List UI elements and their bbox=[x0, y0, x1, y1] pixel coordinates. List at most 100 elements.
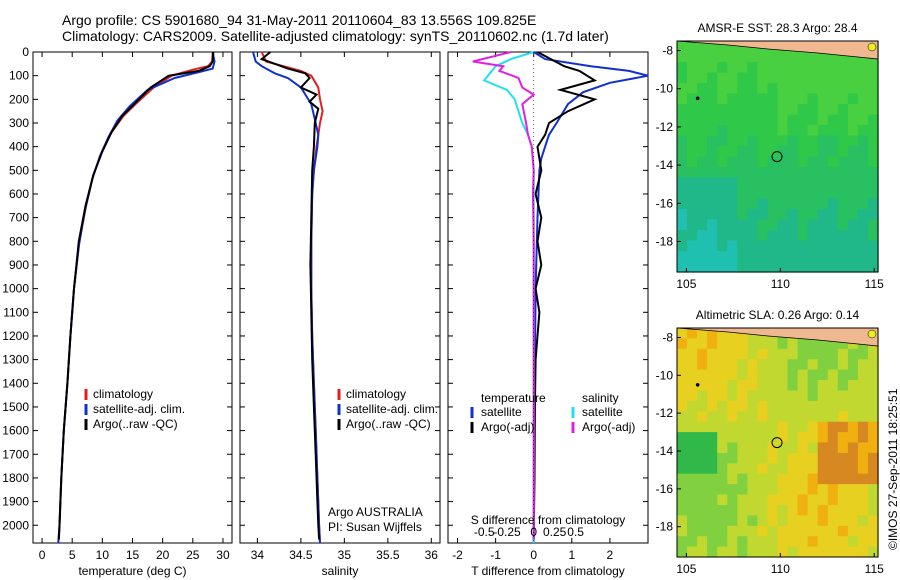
sla_map-cell bbox=[727, 390, 738, 402]
sla_map-cell bbox=[857, 494, 869, 506]
sla_map-cell bbox=[837, 546, 849, 558]
sla_map-cell bbox=[727, 515, 738, 527]
sla_map-cell bbox=[857, 546, 869, 558]
sla_map-cell bbox=[717, 359, 728, 371]
sst_map-cell bbox=[717, 83, 728, 95]
sla_map-cell bbox=[857, 452, 869, 464]
sst_map-cell bbox=[747, 83, 759, 95]
sla_map-cell bbox=[677, 328, 688, 339]
sla_map-cell bbox=[827, 380, 839, 391]
sst_map-cell bbox=[787, 240, 799, 252]
sla_map-cell bbox=[797, 452, 809, 464]
sst_map-cell bbox=[787, 188, 799, 200]
sla_map-cell bbox=[807, 359, 819, 371]
sla_map-cell bbox=[817, 421, 829, 433]
sst_map-cell bbox=[717, 51, 728, 63]
sla_map-cell bbox=[707, 505, 718, 516]
sla_map-cell bbox=[757, 432, 769, 444]
sst_map-cell bbox=[717, 72, 728, 84]
temperature-y-tick-label: 1300 bbox=[2, 353, 29, 367]
sla_map-cell bbox=[777, 348, 789, 360]
sst_map-cell bbox=[777, 104, 789, 116]
sla_map-cell bbox=[677, 505, 688, 516]
temperature-y-tick-label: 1200 bbox=[2, 329, 29, 343]
sla_map-cell bbox=[827, 484, 839, 496]
sst_map-cell bbox=[857, 219, 869, 231]
sst_map-cell bbox=[777, 135, 789, 147]
temperature-y-tick-label: 0 bbox=[22, 45, 29, 59]
sst_map-cell bbox=[697, 104, 708, 116]
salinity-x-tick-label: 34 bbox=[251, 548, 265, 562]
sla_map-cell bbox=[697, 525, 708, 537]
sst_map-cell bbox=[827, 51, 839, 63]
sst_map-cell bbox=[707, 41, 718, 53]
sla_map-cell bbox=[747, 432, 759, 444]
sst_map-cell bbox=[717, 62, 728, 74]
sst_map-cell bbox=[847, 104, 859, 116]
sla_map-cell bbox=[817, 432, 829, 444]
sla_map-y-tick-label: -18 bbox=[656, 520, 674, 534]
sst_map-cell bbox=[797, 198, 809, 210]
sla_map-cell bbox=[767, 369, 779, 381]
sla_map-cell bbox=[727, 369, 738, 381]
sla_map-cell bbox=[857, 380, 869, 391]
sla_map-cell bbox=[707, 338, 718, 350]
sla_map-cell bbox=[777, 484, 789, 496]
sst_map-cell bbox=[847, 251, 859, 263]
sla_map-cell bbox=[687, 525, 698, 537]
sla_map-cell bbox=[727, 338, 738, 350]
sla_map-cell bbox=[747, 505, 759, 516]
sst_map-cell bbox=[767, 156, 779, 168]
sla_map-cell bbox=[857, 390, 869, 402]
sla_map-cell bbox=[868, 546, 879, 558]
sst_map-cell bbox=[807, 62, 819, 74]
sla_map-cell bbox=[727, 525, 738, 537]
sla_map-cell bbox=[707, 525, 718, 537]
sst_map-cell bbox=[857, 135, 869, 147]
sst_map-cell bbox=[717, 93, 728, 105]
sla_map-cell bbox=[847, 432, 859, 444]
sla_map-cell bbox=[868, 515, 879, 527]
sla_map-cell bbox=[687, 536, 698, 548]
sst_map-cell bbox=[707, 167, 718, 179]
sla_map-cell bbox=[687, 432, 698, 444]
sla_map-cell bbox=[857, 525, 869, 537]
sla_map-cell bbox=[767, 546, 779, 558]
sst_map-cell bbox=[687, 188, 698, 200]
sla_map-cell bbox=[677, 338, 688, 350]
sst_map-cell bbox=[777, 93, 789, 105]
sla_map-cell bbox=[717, 484, 728, 496]
sst_map-cell bbox=[757, 51, 769, 63]
sst_map-cell bbox=[837, 177, 849, 189]
sla_map-cell bbox=[707, 494, 718, 506]
sst_map-cell bbox=[837, 146, 849, 158]
sst_map-cell bbox=[807, 156, 819, 168]
sla_map-cell bbox=[727, 359, 738, 371]
sla_map-cell bbox=[777, 463, 789, 475]
sst_map-y-tick-label: -12 bbox=[656, 120, 674, 134]
sst_map-cell bbox=[777, 219, 789, 231]
sst_map-cell bbox=[737, 177, 748, 189]
sla_map-cell bbox=[797, 505, 809, 516]
sla_map-cell bbox=[727, 421, 738, 433]
difference-legend-header-salinity: salinity bbox=[582, 391, 619, 405]
sla_map-cell bbox=[737, 432, 748, 444]
sla_map-cell bbox=[757, 359, 769, 371]
sla_map-cell bbox=[707, 390, 718, 402]
sla_map-cell bbox=[697, 515, 708, 527]
sst_map-cell bbox=[707, 209, 718, 221]
sla_map-cell bbox=[777, 494, 789, 506]
sla_map-cell bbox=[807, 536, 819, 548]
sst_map-cell bbox=[677, 146, 688, 158]
temperature-y-tick-label: 1100 bbox=[3, 305, 29, 319]
sst_map-cell bbox=[727, 41, 738, 53]
sst_map-cell bbox=[737, 83, 748, 95]
sst_map-cell bbox=[677, 104, 688, 116]
sst_map-cell bbox=[807, 114, 819, 126]
sla_map-cell bbox=[827, 338, 839, 350]
sst_map-cell bbox=[697, 41, 708, 53]
sst_map-cell bbox=[807, 188, 819, 200]
sst_map-cell bbox=[807, 219, 819, 231]
sst_map-cell bbox=[737, 261, 748, 273]
sst_map-cell bbox=[827, 167, 839, 179]
